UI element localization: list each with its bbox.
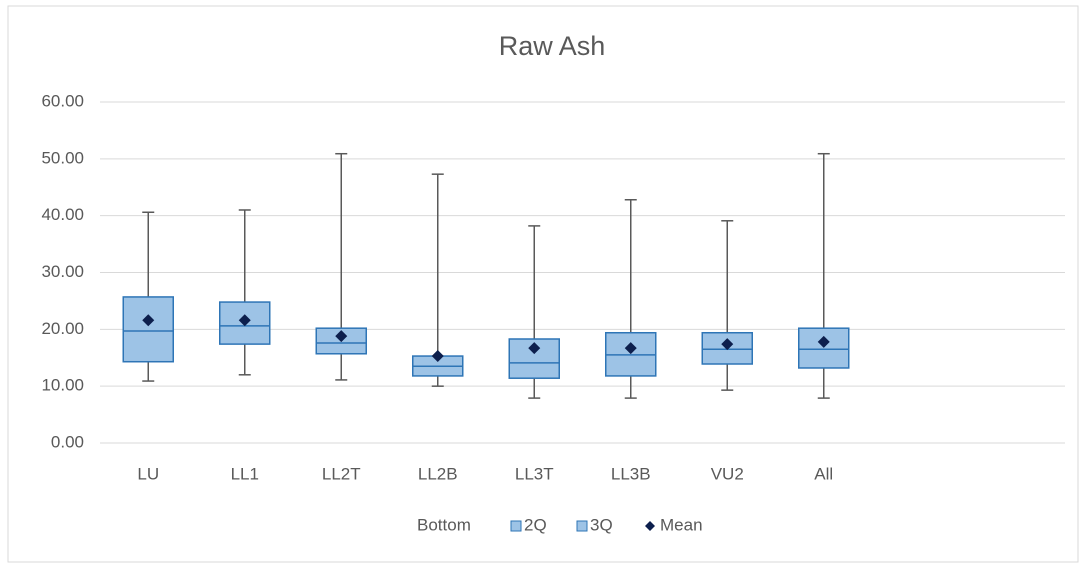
mean-marker <box>624 342 637 355</box>
y-tick-label: 60.00 <box>41 91 84 110</box>
x-tick-label: All <box>814 464 833 483</box>
legend-label: Bottom <box>417 515 471 534</box>
chart-frame <box>7 5 1079 563</box>
y-tick-label: 40.00 <box>41 205 84 224</box>
y-tick-label: 0.00 <box>51 432 84 451</box>
y-tick-label: 20.00 <box>41 319 84 338</box>
mean-marker <box>238 314 251 327</box>
x-tick-label: LL3B <box>611 464 651 483</box>
y-tick-label: 10.00 <box>41 376 84 395</box>
y-tick-label: 30.00 <box>41 262 84 281</box>
mean-marker <box>431 350 444 363</box>
x-tick-label: LU <box>137 464 159 483</box>
legend-label: 2Q <box>524 515 547 534</box>
y-tick-label: 50.00 <box>41 148 84 167</box>
x-tick-label: LL2T <box>322 464 361 483</box>
chart-title: Raw Ash <box>499 31 606 61</box>
x-tick-label: LL2B <box>418 464 458 483</box>
mean-marker <box>142 314 155 327</box>
box <box>122 296 174 363</box>
mean-marker <box>721 338 734 351</box>
legend-swatch <box>576 520 588 532</box>
legend-label: Mean <box>660 515 703 534</box>
legend-swatch <box>510 520 522 532</box>
x-tick-label: LL1 <box>231 464 259 483</box>
mean-marker <box>335 330 348 343</box>
box <box>798 327 850 369</box>
x-tick-label: VU2 <box>711 464 744 483</box>
x-tick-label: LL3T <box>515 464 554 483</box>
legend-swatch <box>645 521 655 531</box>
mean-marker <box>817 335 830 348</box>
mean-marker <box>528 342 541 355</box>
legend-label: 3Q <box>590 515 613 534</box>
